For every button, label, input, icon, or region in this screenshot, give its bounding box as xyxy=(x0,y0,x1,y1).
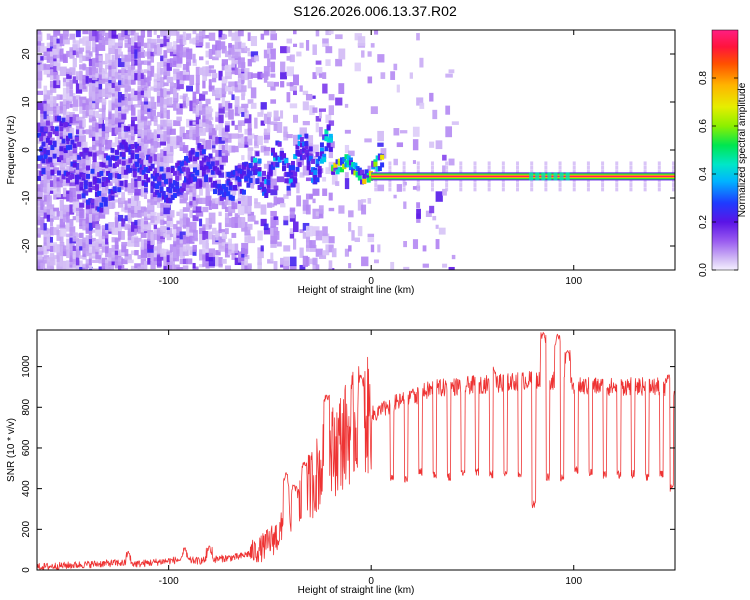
snr-x-tick-label: -100 xyxy=(159,576,179,587)
spectrogram-y-tick-label: 0 xyxy=(21,147,32,153)
colorbar-tick-label: 0.4 xyxy=(698,167,709,181)
colorbar-label: Normalized spectral amplitude xyxy=(737,82,748,217)
colorbar: 0.0 0.2 0.4 0.6 0.8 Normalized spectral ampl… xyxy=(698,29,748,277)
spectrogram-xlabel: Height of straight line (km) xyxy=(298,285,415,296)
colorbar-tick-label: 0.8 xyxy=(698,71,709,85)
page-title: S126.2026.006.13.37.R02 xyxy=(293,3,457,19)
snr-y-tick-label: 0 xyxy=(21,567,32,573)
snr-y-tick-label: 1000 xyxy=(21,355,32,378)
colorbar-tick-label: 0.6 xyxy=(698,119,709,133)
colorbar-tick-label: 0.0 xyxy=(698,263,709,277)
snr-y-tick-label: 200 xyxy=(21,521,32,538)
spectrogram-y-tick-label: -10 xyxy=(21,190,32,205)
spectrogram-y-tick-label: 20 xyxy=(21,48,32,60)
colorbar-tick-label: 0.2 xyxy=(698,215,709,229)
spectrogram-ylabel: Frequency (Hz) xyxy=(6,116,17,185)
spectrogram-x-tick-label: 100 xyxy=(565,276,582,287)
snr-xlabel: Height of straight line (km) xyxy=(298,585,415,596)
snr-y-tick-label: 400 xyxy=(21,480,32,497)
colorbar-gradient xyxy=(712,30,738,270)
spectrogram-x-tick-label: 0 xyxy=(368,276,374,287)
spectrogram-y-tick-label: 10 xyxy=(21,96,32,108)
snr-x-tick-label: 100 xyxy=(565,576,582,587)
spectrogram-heatmap xyxy=(37,30,675,270)
snr-y-tick-label: 800 xyxy=(21,399,32,416)
colorbar-frame xyxy=(711,29,739,271)
spectrogram-y-tick-label: -20 xyxy=(21,238,32,253)
snr-x-tick-label: 0 xyxy=(368,576,374,587)
colorbar-ticks: 0.0 0.2 0.4 0.6 0.8 xyxy=(698,71,738,277)
snr-y-tick-label: 600 xyxy=(21,439,32,456)
snr-series-line xyxy=(37,331,675,570)
snr-ylabel: SNR (10 * v/v) xyxy=(6,418,17,482)
snr-frame xyxy=(36,329,676,571)
spectrogram-x-tick-label: -100 xyxy=(159,276,179,287)
